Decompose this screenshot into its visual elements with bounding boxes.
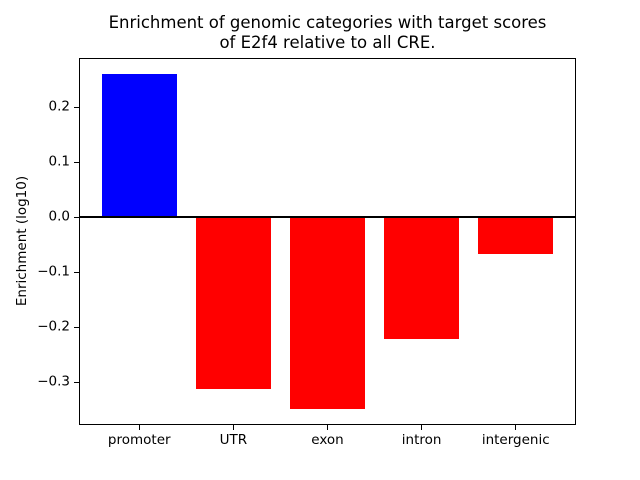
x-tick-mark bbox=[232, 425, 234, 430]
bar-intergenic bbox=[478, 217, 554, 255]
x-tick-label-promoter: promoter bbox=[107, 432, 171, 448]
y-tick-mark bbox=[74, 381, 79, 383]
x-tick-mark bbox=[421, 425, 423, 430]
y-tick-label: −0.1 bbox=[37, 263, 70, 280]
y-tick-label: −0.3 bbox=[37, 373, 70, 390]
y-tick-mark bbox=[74, 161, 79, 163]
y-tick-mark bbox=[74, 326, 79, 328]
zero-line bbox=[79, 216, 576, 219]
y-tick-label: 0.2 bbox=[48, 99, 70, 116]
x-tick-label-UTR: UTR bbox=[219, 432, 248, 448]
y-axis-label: Enrichment (log10) bbox=[14, 175, 30, 307]
x-tick-label-intergenic: intergenic bbox=[481, 432, 550, 448]
plot-area bbox=[79, 58, 576, 425]
bar-exon bbox=[289, 217, 366, 409]
bar-intron bbox=[383, 217, 460, 339]
x-tick-mark bbox=[515, 425, 517, 430]
x-tick-label-intron: intron bbox=[401, 432, 442, 448]
y-tick-label: 0.0 bbox=[48, 208, 70, 225]
y-tick-mark bbox=[74, 216, 79, 218]
y-tick-mark bbox=[74, 106, 79, 108]
bar-UTR bbox=[195, 217, 272, 389]
x-tick-mark bbox=[327, 425, 328, 430]
y-tick-label: 0.1 bbox=[48, 154, 70, 171]
x-tick-mark bbox=[138, 425, 140, 430]
y-tick-mark bbox=[74, 271, 79, 273]
bar-promoter bbox=[101, 74, 177, 218]
chart-title: Enrichment of genomic categories with ta… bbox=[108, 13, 547, 52]
y-tick-label: −0.2 bbox=[37, 318, 70, 335]
x-tick-label-exon: exon bbox=[311, 432, 344, 448]
